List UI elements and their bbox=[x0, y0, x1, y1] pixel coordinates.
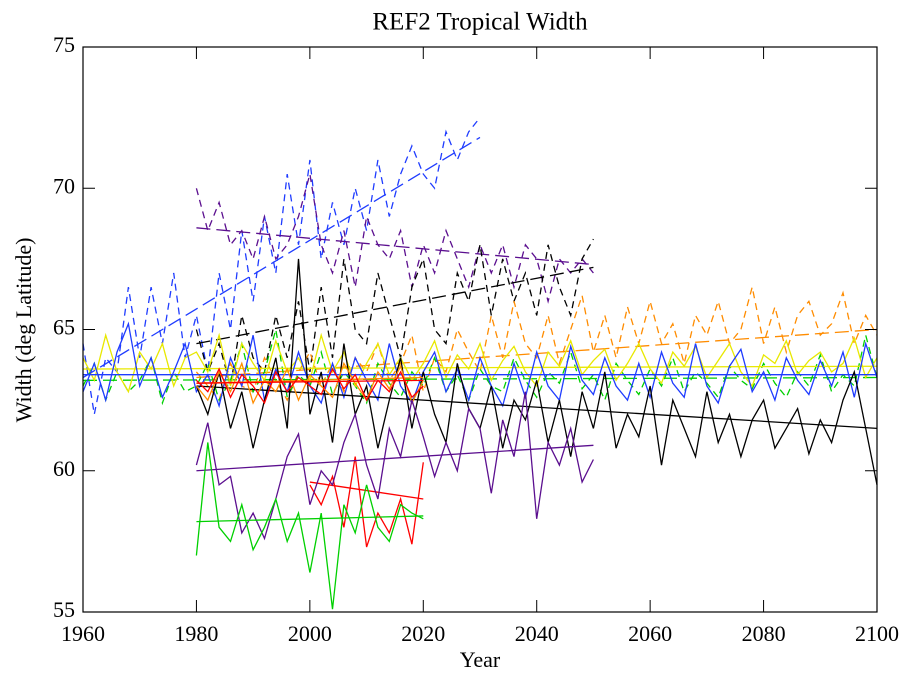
x-tick-label: 1960 bbox=[61, 621, 105, 646]
x-tick-label: 1980 bbox=[174, 621, 218, 646]
x-tick-label: 2100 bbox=[855, 621, 899, 646]
series-line bbox=[195, 442, 424, 610]
x-tick-label: 2020 bbox=[401, 621, 445, 646]
x-axis-label: Year bbox=[460, 647, 501, 672]
trend-line bbox=[196, 444, 594, 472]
y-axis-label: Width (deg Latitude) bbox=[11, 238, 36, 423]
trend-line bbox=[82, 365, 878, 370]
trend-line bbox=[196, 266, 594, 345]
y-tick-label: 55 bbox=[53, 597, 75, 622]
series-line bbox=[195, 258, 878, 486]
trend-line bbox=[196, 379, 424, 384]
y-tick-label: 65 bbox=[53, 315, 75, 340]
series-line bbox=[82, 321, 878, 409]
trend-line bbox=[196, 385, 878, 430]
y-tick-label: 60 bbox=[53, 456, 75, 481]
series-line bbox=[195, 238, 594, 387]
series-line bbox=[82, 332, 878, 394]
series-line bbox=[195, 367, 424, 405]
x-tick-label: 2000 bbox=[288, 621, 332, 646]
series-line bbox=[195, 173, 594, 304]
chart-title: REF2 Tropical Width bbox=[372, 9, 588, 36]
trend-line bbox=[309, 481, 424, 500]
series-line bbox=[195, 286, 878, 402]
y-tick-label: 75 bbox=[53, 32, 75, 57]
series-line bbox=[309, 456, 424, 548]
series-line bbox=[82, 117, 481, 415]
y-tick-label: 70 bbox=[53, 173, 75, 198]
x-tick-label: 2040 bbox=[515, 621, 559, 646]
trend-line bbox=[196, 227, 594, 266]
x-tick-label: 2080 bbox=[742, 621, 786, 646]
x-tick-label: 2060 bbox=[628, 621, 672, 646]
series-line bbox=[195, 391, 594, 541]
trend-line bbox=[82, 136, 481, 379]
trend-line bbox=[196, 515, 424, 523]
